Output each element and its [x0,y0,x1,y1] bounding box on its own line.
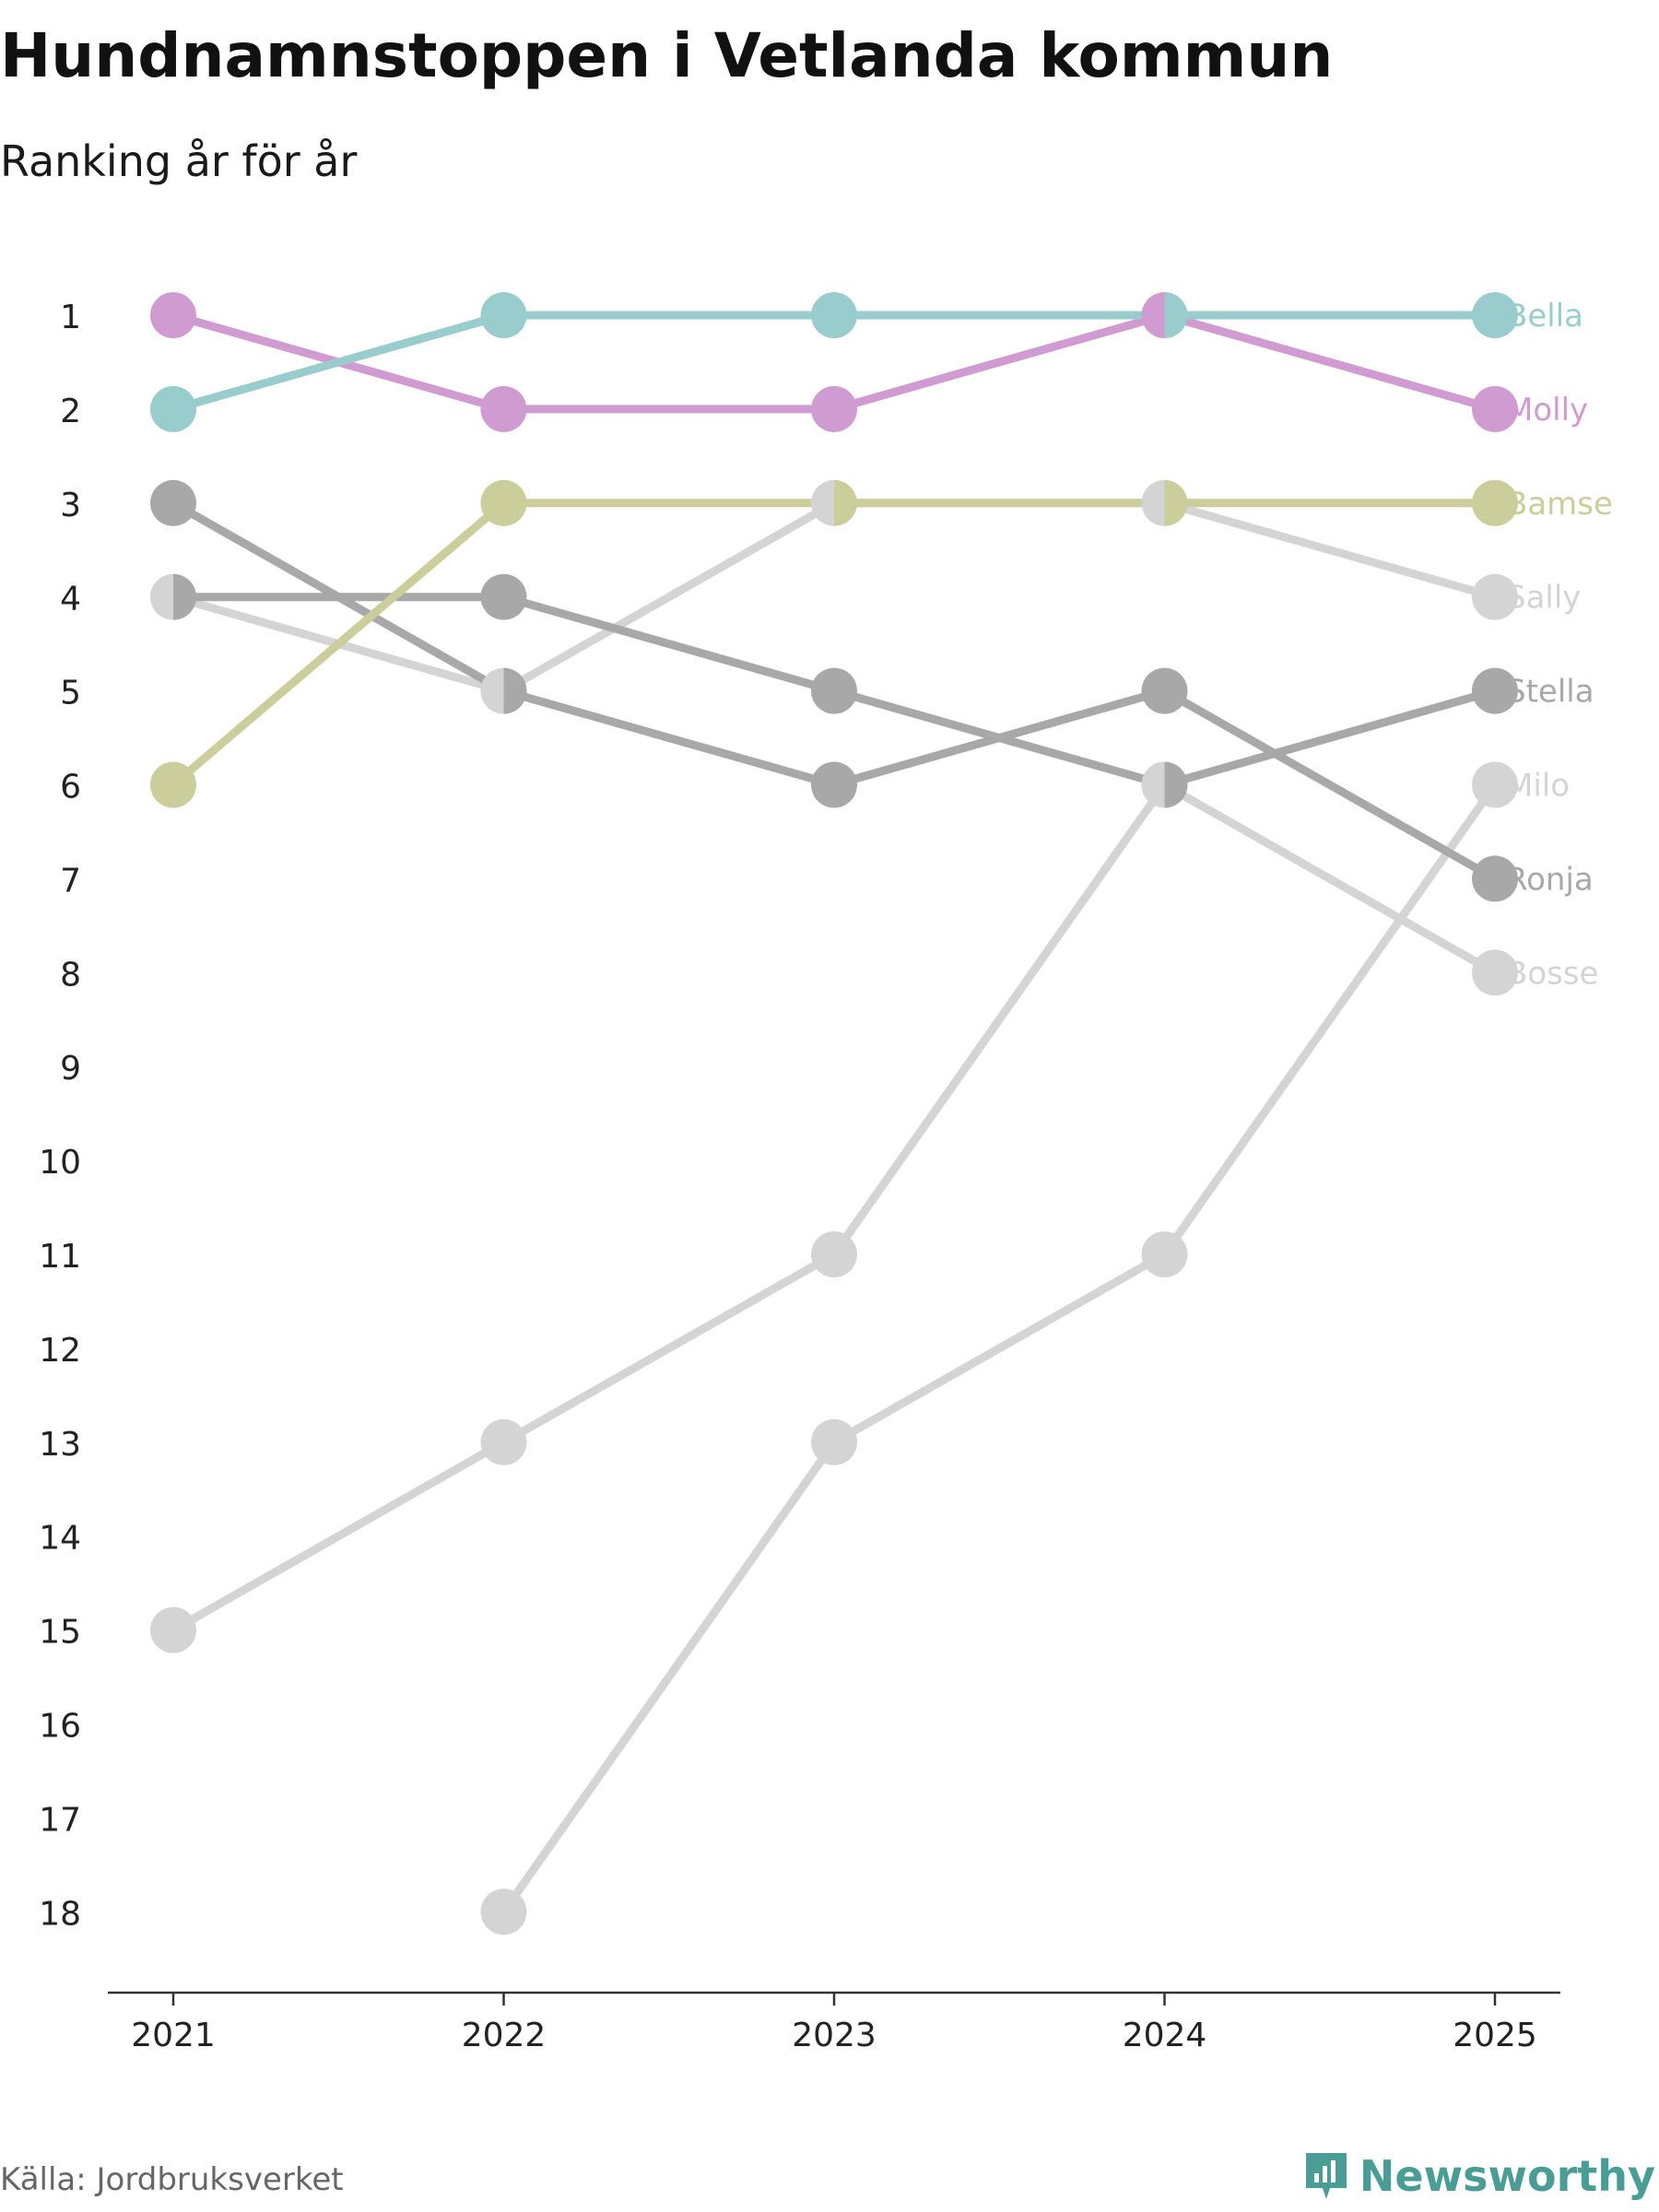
point-molly-2024 [1141,292,1165,338]
y-tick-label: 14 [39,1520,81,1558]
newsworthy-logo-icon [1305,2153,1347,2199]
point-bella-2022 [480,292,527,338]
y-tick-label: 3 [60,487,81,524]
point-bamse-2022 [480,479,527,526]
point-milo-2024 [1141,1231,1188,1277]
series-label-bella: Bella [1506,298,1583,335]
y-tick-label: 6 [60,769,81,806]
point-stella-2024 [1164,761,1188,808]
y-tick-label: 13 [39,1426,81,1464]
series-line-milo [500,781,1500,1916]
point-bella-2021 [150,385,196,432]
point-ronja-2021 [150,479,196,526]
y-tick-label: 16 [39,1708,81,1746]
y-tick-label: 10 [39,1144,81,1182]
point-sally-2023 [811,479,834,526]
x-axis: 2021 2022 2023 2024 2025 [108,1991,1560,2054]
point-sally-2025 [1472,573,1518,620]
point-ronja-2024 [1141,667,1188,714]
y-tick-label: 7 [60,862,81,900]
x-tick-label: 2022 [462,2017,547,2054]
point-stella-2023 [811,667,857,714]
series-points [150,292,1518,1936]
series-label-ronja: Ronja [1506,861,1594,898]
chart-subtitle: Ranking år för år [0,136,358,186]
point-bamse-2024 [1164,479,1188,526]
point-sally-2021 [150,573,173,620]
series-line-bamse [169,499,1500,789]
series-lines [169,311,1500,1916]
y-tick-label: 12 [39,1332,81,1370]
point-stella-2021 [173,573,197,620]
y-tick-label: 17 [39,1801,81,1839]
series-label-bosse: Bosse [1506,955,1598,992]
point-molly-2025 [1472,385,1518,432]
point-bosse-2021 [150,1606,196,1653]
x-tick-label: 2024 [1123,2017,1207,2054]
point-molly-2021 [150,292,196,338]
point-bamse-2023 [834,479,857,526]
point-stella-2022 [480,573,527,620]
point-bella-2025 [1472,292,1518,338]
point-milo-2022 [480,1888,527,1936]
point-bosse-2024 [1141,761,1165,808]
point-bosse-2022 [480,1418,527,1465]
y-tick-label: 8 [60,956,81,994]
x-tick-label: 2025 [1453,2017,1537,2054]
series-label-molly: Molly [1506,392,1588,429]
chart-title: Hundnamnstoppen i Vetlanda kommun [0,20,1334,91]
y-tick-label: 2 [60,393,81,430]
y-tick-label: 9 [60,1050,81,1088]
y-tick-label: 5 [60,675,81,712]
point-bella-2023 [811,292,857,338]
point-bamse-2021 [150,761,196,808]
brand: Newsworthy [1302,2149,1655,2203]
x-tick-label: 2023 [792,2017,877,2054]
series-label-stella: Stella [1506,674,1594,711]
point-sally-2024 [1141,479,1165,526]
series-label-bamse: Bamse [1506,486,1613,523]
series-labels: Bosse Milo Sally Ronja Stella Bamse Molly Bella [1506,298,1613,992]
brand-name: Newsworthy [1359,2151,1655,2201]
point-milo-2023 [811,1418,857,1465]
y-tick-label: 4 [60,581,81,618]
point-stella-2025 [1472,667,1518,714]
point-molly-2023 [811,385,857,432]
point-bosse-2025 [1472,949,1518,996]
point-ronja-2023 [811,761,857,808]
source-note: Källa: Jordbruksverket [0,2161,344,2198]
y-tick-label: 15 [39,1614,81,1652]
y-tick-label: 11 [39,1238,81,1276]
x-tick-label: 2021 [131,2017,216,2054]
point-molly-2022 [480,385,527,432]
point-ronja-2022 [503,667,527,714]
point-milo-2025 [1472,761,1518,808]
series-line-bosse [169,781,1500,1635]
y-tick-label: 18 [39,1895,81,1933]
y-tick-label: 1 [60,299,81,336]
point-bella-2024 [1164,292,1188,338]
point-bamse-2025 [1472,479,1518,526]
point-ronja-2025 [1472,855,1518,902]
point-sally-2022 [480,667,504,714]
series-label-milo: Milo [1506,768,1570,805]
point-bosse-2023 [811,1231,857,1277]
series-label-sally: Sally [1506,580,1581,617]
